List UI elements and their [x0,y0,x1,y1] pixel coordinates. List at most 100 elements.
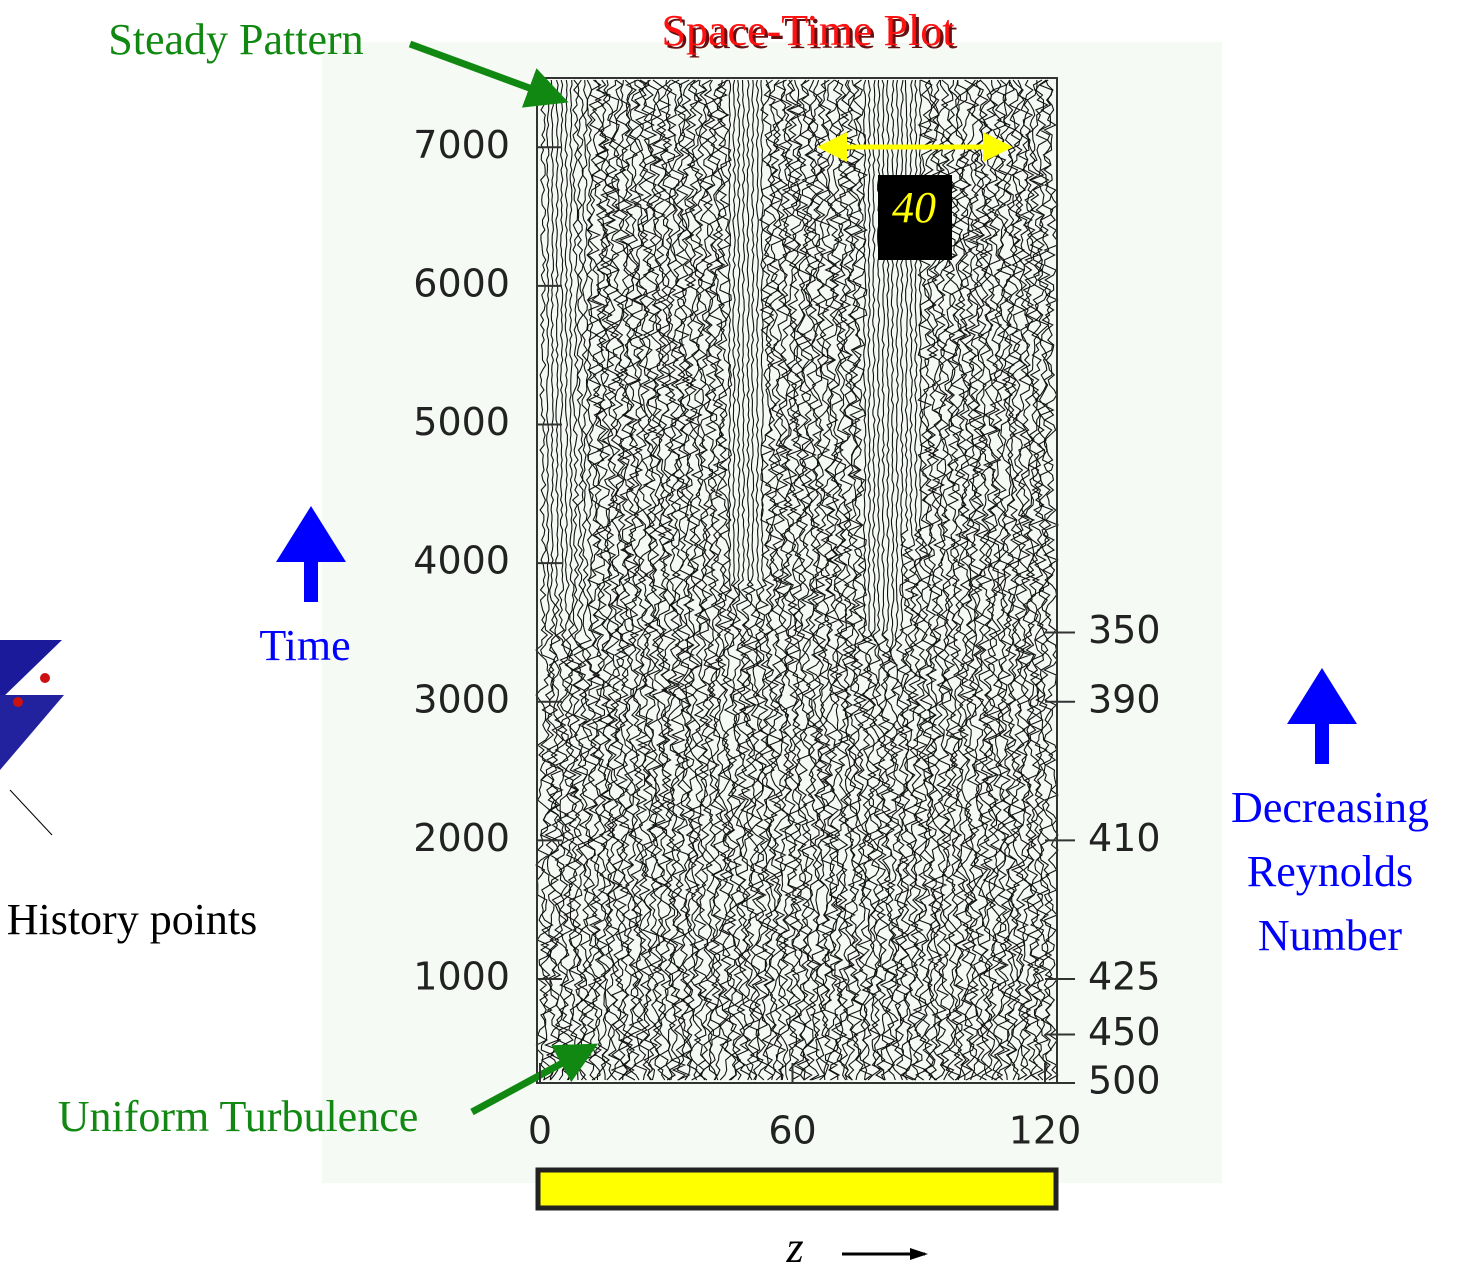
x-tick-label: 120 [1009,1109,1082,1153]
texture-line [562,79,580,1081]
texture-line [754,79,770,1081]
texture-line [763,79,780,1081]
texture-line [553,79,570,1081]
texture-line [702,79,719,1081]
annotation: Decreasing [1231,783,1429,832]
texture-line [958,79,976,1081]
texture-line [683,79,701,1081]
label-box [878,175,952,260]
annotation-arrow [408,40,569,108]
texture-line [972,79,990,1081]
geometry-shape [0,695,64,770]
texture-line [945,79,961,1081]
texture-line [1014,79,1032,1081]
texture-line [572,79,588,1081]
texture-line [697,79,715,1081]
texture-line [968,79,985,1081]
pipe-bar [535,1167,1059,1211]
texture-line [735,79,752,1081]
texture-line [1043,79,1060,1081]
texture-line [800,79,817,1081]
texture-line [665,79,682,1081]
texture-line [866,79,882,1081]
texture-line [823,79,841,1081]
texture-line [712,79,728,1081]
y2-tick-label: 450 [1088,1010,1161,1054]
texture-line [651,79,668,1081]
history-point [13,697,23,707]
texture-line [744,79,761,1081]
texture-line [628,79,645,1081]
texture-line [637,79,654,1081]
geometry-shape [0,640,62,700]
texture-line [991,79,1008,1081]
texture-line [623,79,640,1081]
texture-line [707,79,724,1081]
texture-line [656,79,673,1081]
texture [535,79,1060,1081]
texture-line [749,79,766,1081]
texture-line [726,79,743,1081]
annotation: Uniform Turbulence [58,1092,419,1141]
texture-line [1010,79,1027,1081]
texture-line [805,79,822,1081]
texture-line [632,79,649,1081]
y2-tick-label: 410 [1088,816,1161,860]
y2-tick-label: 350 [1088,608,1161,652]
x-tick-label: 0 [528,1109,552,1153]
texture-line [995,79,1013,1081]
texture-line [819,79,836,1081]
history-point [40,673,50,683]
texture-line [1024,79,1041,1081]
texture-line [567,79,584,1081]
texture-line [777,79,794,1081]
texture-line [600,79,617,1081]
texture-line [1028,79,1045,1081]
texture-line [786,79,803,1081]
texture-line [646,79,664,1081]
annotation: Number [1258,911,1403,960]
texture-line [609,79,626,1081]
texture-line [767,79,785,1081]
texture-line [832,79,850,1081]
title-shadow: Space-Time Plot [665,9,958,58]
texture-line [847,79,864,1081]
texture-line [837,79,855,1081]
texture-line [543,79,561,1081]
annotation: Time [259,621,350,670]
annotation-arrow [470,1043,599,1116]
y-tick-label: 7000 [413,123,510,167]
y2-tick-label: 390 [1088,677,1161,721]
annotation: 40 [892,183,936,232]
texture-line [1038,79,1055,1081]
texture-line [679,79,696,1081]
y2-tick-label: 425 [1088,955,1161,999]
y-tick-label: 3000 [413,677,510,721]
texture-line [642,79,659,1081]
texture-line [618,79,635,1081]
y-tick-label: 1000 [413,955,510,999]
texture-line [772,79,790,1081]
texture-line [1019,79,1036,1081]
texture-line [731,79,747,1081]
texture-line [558,79,575,1081]
y2-tick-label: 500 [1088,1059,1161,1103]
y-tick-label: 6000 [413,261,510,305]
texture-line [856,79,873,1081]
pointer-line [9,789,53,836]
chart-title: Space-Time Plot [662,6,955,55]
y-tick-label: 4000 [413,539,510,583]
x-tick-label: 60 [768,1109,816,1153]
texture-line [540,79,556,1081]
texture-line [740,79,756,1081]
texture-line [851,79,869,1081]
annotation: Reynolds [1247,847,1413,896]
texture-line [1005,79,1022,1081]
texture-line [586,79,603,1081]
texture-line [986,79,1003,1081]
texture-line [949,79,966,1081]
annotation: History points [7,895,258,944]
texture-line [758,79,776,1081]
y-tick-label: 2000 [413,816,510,860]
